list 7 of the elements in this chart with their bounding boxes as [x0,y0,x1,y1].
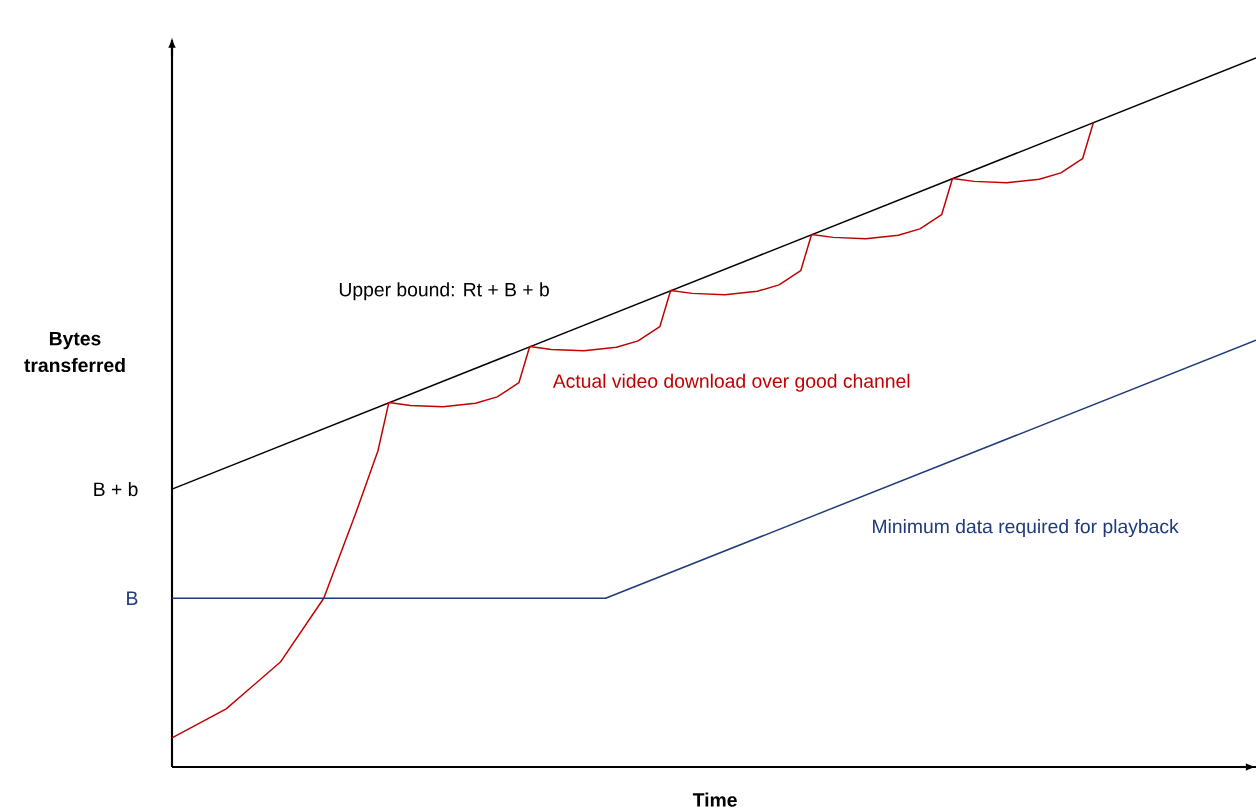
y-axis-title: Bytes transferred [24,331,125,373]
text: B [127,591,138,605]
series-label: Actual video download over good channel [552,373,910,392]
x-axis-title: Time [692,792,737,807]
text: B + b [94,481,138,497]
series-label: Minimum data required for playback [873,519,1179,538]
series-label: Upper bound: Rt + B + b [339,282,549,301]
